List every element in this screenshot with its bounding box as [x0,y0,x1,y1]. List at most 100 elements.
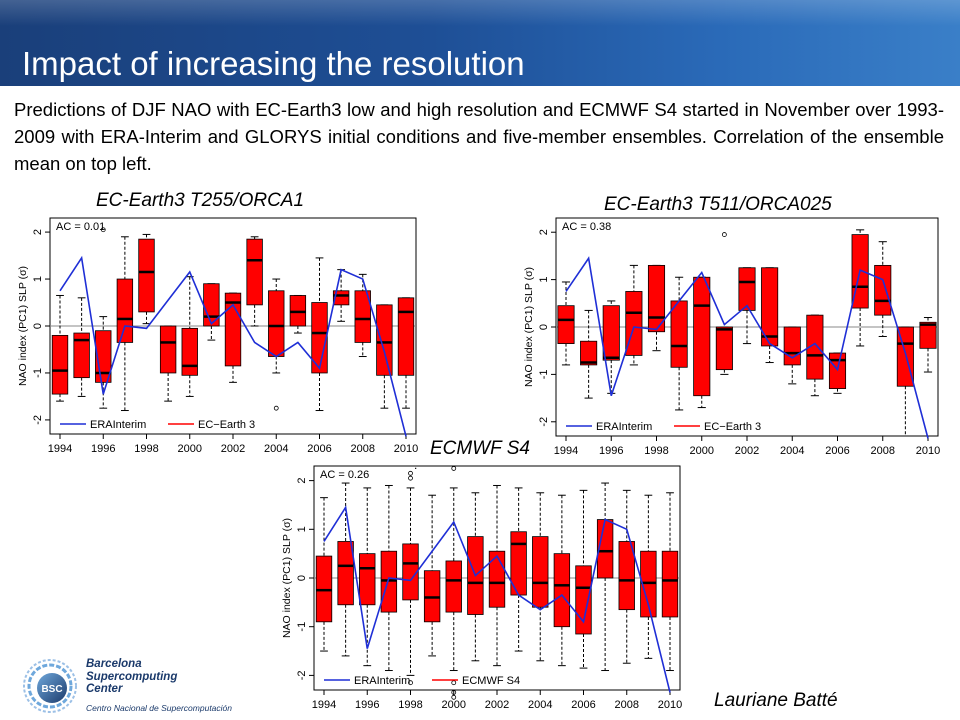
box-body [670,300,688,368]
box-2003 [510,487,527,652]
box-1998 [647,264,666,352]
box-body [738,267,756,311]
x-tick-label: 2004 [264,443,288,455]
box-body [618,541,635,611]
y-axis-label: NAO index (PC1) SLP (σ) [17,266,29,386]
box-body [337,541,354,606]
legend-observed-label: ERAInterim [354,675,410,687]
box-body [693,276,711,397]
bsc-mark-text: BSC [41,684,62,695]
box-2004 [268,278,285,374]
y-tick-label: 0 [32,323,44,329]
x-tick-label: 1996 [599,445,623,457]
box-2004 [532,492,549,662]
x-tick-label: 2008 [615,699,639,711]
box-body [311,302,328,374]
y-tick-label: 2 [296,478,308,484]
box-body [73,332,90,379]
observed-line [323,505,671,693]
chart-title-s4: ECMWF S4 [430,438,530,459]
box-2000 [693,276,711,409]
box-body [445,560,462,613]
box-1999 [423,494,441,657]
x-tick-label: 2000 [690,445,714,457]
box-body [268,290,285,357]
legend-observed-label: ERAInterim [596,421,652,433]
box-body [51,334,69,395]
box-2006 [575,489,592,669]
legend-observed-label: ERAInterim [90,419,146,431]
intro-text: Predictions of DJF NAO with EC-Earth3 lo… [14,99,944,174]
box-body [488,550,506,608]
x-tick-label: 2002 [485,699,509,711]
chart-s4: -2 -1 0 1 2 NAO index (PC1) SLP (σ) 1994 1996 19… [281,465,682,711]
y-tick-label: -1 [538,370,550,380]
outlier-point [408,475,413,481]
x-tick-label: 2004 [528,699,552,711]
box-body [874,264,892,316]
box-body [181,327,198,376]
chart-title-t255: EC-Earth3 T255/ORCA1 [96,190,305,211]
box-body [376,304,393,376]
x-tick-label: 1996 [355,699,379,711]
box-1997 [625,264,643,366]
box-2006 [311,257,328,412]
box-2003 [246,236,263,327]
box-body [602,305,620,361]
outlier-point [721,232,727,237]
ac-label: AC = 0.38 [562,221,611,233]
box-1996 [602,300,620,394]
outlier-point [100,227,106,233]
box-2009 [896,326,914,437]
x-tick-label: 1994 [554,445,578,457]
bsc-logo-subtitle: Centro Nacional de Supercomputación [86,703,233,713]
y-tick-label: -2 [296,671,308,681]
y-tick-label: -1 [296,622,308,632]
box-body [402,543,419,601]
legend-model-label: EC−Earth 3 [704,421,761,433]
box-body [919,321,937,349]
box-2007 [596,482,614,672]
box-2000 [445,487,462,672]
box-1998 [138,233,155,325]
box-1995 [580,309,598,399]
outlier-point [451,690,457,695]
y-tick-label: 1 [538,277,550,283]
bsc-logo: BSC Barcelona Supercomputing Center Cent… [22,658,232,714]
y-tick-label: 0 [538,324,550,330]
box-1997 [380,484,398,672]
box-body [715,326,733,371]
box-body [397,297,415,376]
x-tick-label: 2008 [871,445,895,457]
bsc-logo-text: Barcelona Supercomputing Center [86,658,178,695]
x-tick-label: 2006 [825,445,849,457]
x-tick-label: 1996 [91,443,115,455]
box-body [783,326,801,366]
box-body [661,550,679,618]
box-2008 [618,489,635,664]
box-body [557,305,575,344]
box-2001 [467,492,484,662]
y-tick-label: -2 [32,415,44,425]
observed-line [565,256,929,439]
x-tick-label: 1994 [312,699,336,711]
chart-t255: -2 -1 0 1 2 NAO index (PC1) SLP (σ) 1994 1996 19… [17,217,418,455]
box-2008 [354,273,371,358]
page-title: Impact of increasing the resolution [22,45,525,82]
box-2004 [783,326,801,385]
box-2010 [397,297,415,409]
x-tick-label: 2010 [916,445,940,457]
y-axis-label: NAO index (PC1) SLP (σ) [523,267,535,387]
x-tick-label: 2006 [307,443,331,455]
x-tick-label: 1998 [134,443,158,455]
x-tick-label: 1994 [48,443,72,455]
box-1996 [359,487,376,667]
box-body [647,264,666,333]
box-body [532,536,549,608]
box-2001 [715,326,733,375]
observed-line [59,255,407,437]
chart-title-t511: EC-Earth3 T511/ORCA025 [604,194,832,215]
y-tick-label: 1 [296,526,308,532]
box-body [159,325,177,374]
x-tick-label: 2002 [221,443,245,455]
